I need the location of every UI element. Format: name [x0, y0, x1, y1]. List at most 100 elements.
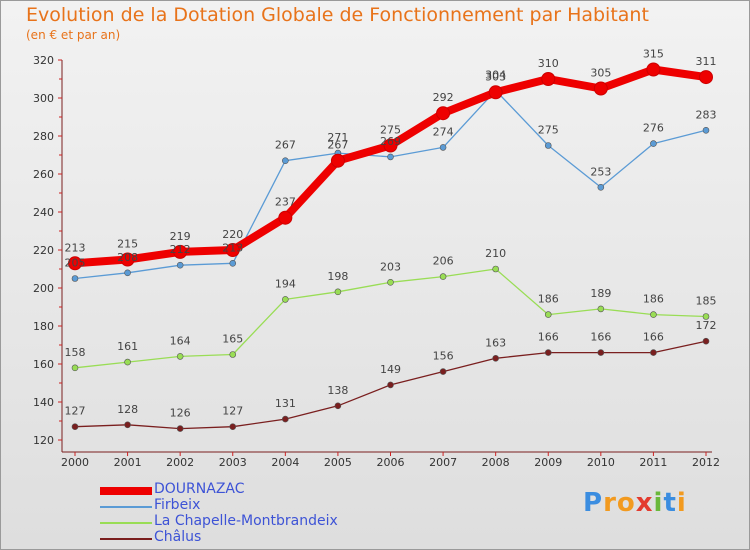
x-tick-label: 2008	[482, 456, 510, 469]
x-tick-label: 2011	[639, 456, 667, 469]
data-label-la-chapelle-montbrandeix: 189	[590, 287, 611, 300]
data-label-firbeix: 267	[275, 139, 296, 152]
data-point-dournazac	[541, 72, 556, 86]
data-label-dournazac: 219	[170, 230, 191, 243]
legend-swatch	[100, 506, 152, 508]
y-tick-label: 240	[33, 206, 54, 219]
x-tick-label: 2007	[429, 456, 457, 469]
data-point-la-chapelle-montbrandeix	[176, 353, 184, 360]
data-point-la-chapelle-montbrandeix	[650, 311, 657, 318]
y-tick-label: 160	[33, 358, 54, 371]
data-label-ch-lus: 128	[117, 403, 138, 416]
legend-swatch	[100, 487, 152, 495]
data-label-firbeix: 212	[170, 243, 191, 256]
data-point-ch-lus	[544, 349, 552, 356]
x-tick-label: 2006	[377, 456, 405, 469]
data-point-dournazac	[699, 70, 713, 85]
data-point-firbeix	[124, 269, 131, 277]
data-label-ch-lus: 166	[590, 331, 611, 344]
x-tick-label: 2003	[219, 456, 247, 469]
data-point-ch-lus	[176, 425, 184, 432]
data-label-la-chapelle-montbrandeix: 194	[275, 277, 296, 290]
data-point-dournazac	[646, 62, 661, 77]
data-point-dournazac	[173, 244, 188, 259]
legend-swatch	[100, 538, 152, 540]
data-point-dournazac	[278, 210, 293, 225]
legend-label: La Chapelle-Montbrandeix	[154, 513, 338, 529]
data-point-dournazac	[225, 243, 240, 257]
data-label-firbeix: 283	[696, 108, 717, 121]
data-label-dournazac: 267	[327, 139, 348, 152]
x-tick-label: 2002	[166, 456, 194, 469]
y-tick-label: 280	[33, 130, 54, 143]
data-label-la-chapelle-montbrandeix: 165	[222, 333, 243, 346]
data-point-ch-lus	[702, 337, 710, 345]
chart-subtitle: (en € et par an)	[26, 28, 121, 42]
x-tick-label: 2010	[587, 456, 615, 469]
data-label-ch-lus: 156	[433, 350, 454, 363]
legend-swatch	[100, 522, 152, 524]
data-point-ch-lus	[334, 402, 342, 410]
data-point-dournazac	[383, 138, 398, 153]
legend-label: Firbeix	[154, 497, 201, 513]
x-tick-label: 2012	[692, 456, 720, 469]
data-label-dournazac: 237	[275, 196, 296, 209]
legend-item-ch-lus: Châlus	[100, 529, 420, 547]
data-label-la-chapelle-montbrandeix: 203	[380, 260, 401, 273]
data-label-ch-lus: 131	[275, 397, 296, 410]
x-tick-label: 2000	[61, 456, 89, 469]
data-point-ch-lus	[71, 423, 79, 431]
x-tick-label: 2005	[324, 456, 352, 469]
data-point-dournazac	[120, 252, 135, 267]
y-tick-label: 200	[33, 282, 54, 295]
legend-label: DOURNAZAC	[154, 481, 245, 497]
data-point-la-chapelle-montbrandeix	[71, 364, 79, 372]
x-tick-label: 2004	[271, 456, 299, 469]
data-label-la-chapelle-montbrandeix: 158	[65, 346, 86, 359]
data-point-dournazac	[593, 81, 608, 96]
data-point-ch-lus	[229, 423, 237, 431]
data-label-dournazac: 213	[65, 241, 86, 254]
x-tick-label: 2009	[534, 456, 562, 469]
data-label-ch-lus: 172	[696, 319, 717, 332]
y-tick-label: 120	[33, 434, 54, 447]
proxiti-logo: Proxiti	[583, 488, 687, 518]
legend-item-la-chapelle-montbrandeix: La Chapelle-Montbrandeix	[100, 513, 420, 531]
data-point-firbeix	[439, 144, 447, 151]
logo-letter: r	[603, 488, 617, 518]
y-tick-label: 180	[33, 320, 54, 333]
data-label-dournazac: 311	[696, 55, 717, 68]
data-label-firbeix: 275	[538, 124, 559, 137]
data-label-firbeix: 205	[65, 257, 86, 270]
data-label-dournazac: 315	[643, 48, 664, 61]
legend-item-firbeix: Firbeix	[100, 497, 420, 515]
data-point-firbeix	[387, 153, 394, 161]
data-point-firbeix	[544, 142, 552, 149]
data-point-firbeix	[176, 261, 184, 269]
data-point-la-chapelle-montbrandeix	[439, 273, 447, 280]
data-point-ch-lus	[282, 415, 289, 423]
data-point-firbeix	[71, 275, 79, 282]
data-point-la-chapelle-montbrandeix	[124, 358, 131, 366]
data-point-firbeix	[597, 184, 605, 191]
data-label-dournazac: 303	[485, 70, 506, 83]
data-label-firbeix: 208	[117, 251, 138, 264]
data-label-firbeix: 213	[222, 241, 243, 254]
data-point-la-chapelle-montbrandeix	[597, 305, 605, 313]
legend-label: Châlus	[154, 529, 202, 545]
logo-letter: P	[583, 488, 604, 518]
data-point-ch-lus	[597, 349, 605, 356]
y-tick-label: 260	[33, 168, 54, 181]
data-point-ch-lus	[124, 421, 131, 429]
logo-letter: i	[653, 488, 664, 518]
data-label-la-chapelle-montbrandeix: 198	[327, 270, 348, 283]
data-point-la-chapelle-montbrandeix	[702, 313, 710, 320]
data-point-dournazac	[68, 256, 82, 271]
data-label-ch-lus: 127	[65, 405, 86, 418]
data-label-firbeix: 304	[485, 68, 506, 81]
y-tick-label: 220	[33, 244, 54, 257]
logo-letter: i	[676, 488, 687, 518]
data-label-ch-lus: 166	[643, 331, 664, 344]
